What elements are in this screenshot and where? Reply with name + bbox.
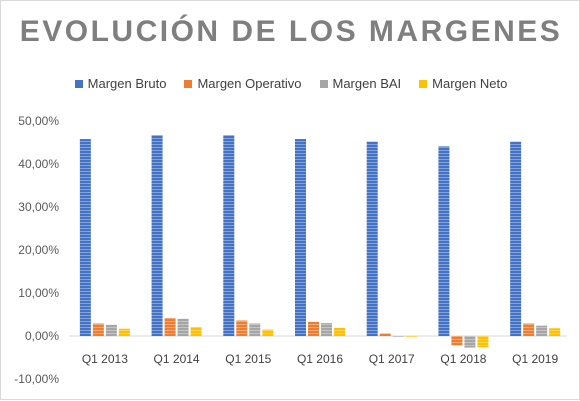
- y-tick-label: 0,00%: [25, 329, 59, 343]
- chart-legend: Margen Bruto Margen Operativo Margen BAI…: [1, 76, 580, 91]
- y-tick-label: 20,00%: [18, 243, 59, 257]
- bar-margen-operativo-q1-2017: [379, 333, 391, 336]
- bar-margen-bruto-q1-2018: [438, 146, 450, 336]
- x-tick-label: Q1 2017: [369, 352, 415, 366]
- legend-label-margen-bruto: Margen Bruto: [87, 76, 167, 91]
- legend-label-margen-operativo: Margen Operativo: [197, 76, 302, 91]
- legend-swatch-margen-bai: [319, 79, 328, 88]
- x-tick-label: Q1 2015: [225, 352, 271, 366]
- bar-margen-neto-q1-2018: [477, 336, 489, 348]
- legend-item-margen-bruto: Margen Bruto: [74, 76, 167, 91]
- legend-swatch-margen-operativo: [184, 79, 193, 88]
- bar-margen-neto-q1-2013: [118, 328, 130, 336]
- bar-margen-bruto-q1-2013: [79, 139, 91, 336]
- x-tick-label: Q1 2019: [512, 352, 558, 366]
- bar-margen-bai-q1-2018: [464, 336, 476, 348]
- bar-margen-operativo-q1-2016: [308, 321, 319, 336]
- x-tick-label: Q1 2014: [154, 352, 200, 366]
- bar-margen-bai-q1-2017: [392, 336, 404, 337]
- legend-swatch-margen-neto: [419, 79, 428, 88]
- bar-margen-bruto-q1-2017: [366, 141, 378, 336]
- y-tick-label: 30,00%: [18, 200, 59, 214]
- bar-margen-neto-q1-2014: [190, 326, 202, 336]
- bar-margen-bruto-q1-2016: [295, 139, 306, 336]
- legend-item-margen-operativo: Margen Operativo: [184, 76, 302, 91]
- bar-margen-neto-q1-2017: [405, 336, 417, 337]
- legend-label-margen-neto: Margen Neto: [432, 76, 508, 91]
- bar-margen-operativo-q1-2019: [523, 323, 535, 336]
- bar-margen-bai-q1-2013: [105, 324, 117, 336]
- bar-margen-bai-q1-2019: [536, 325, 548, 336]
- legend-label-margen-bai: Margen BAI: [332, 76, 402, 91]
- bar-margen-operativo-q1-2018: [451, 336, 463, 346]
- y-tick-label: 40,00%: [18, 157, 59, 171]
- legend-swatch-margen-bruto: [74, 79, 83, 88]
- bar-margen-operativo-q1-2014: [164, 317, 176, 336]
- bar-margen-neto-q1-2019: [549, 328, 561, 336]
- legend-item-margen-bai: Margen BAI: [319, 76, 402, 91]
- y-tick-label: 50,00%: [18, 114, 59, 128]
- x-tick-label: Q1 2018: [440, 352, 486, 366]
- y-tick-label: 10,00%: [18, 286, 59, 300]
- bar-margen-bai-q1-2014: [177, 318, 189, 336]
- bar-margen-neto-q1-2015: [262, 329, 274, 336]
- bar-margen-neto-q1-2016: [334, 327, 345, 336]
- bar-margen-bai-q1-2015: [249, 323, 261, 336]
- bar-margen-operativo-q1-2013: [92, 323, 104, 336]
- bar-margen-bruto-q1-2019: [510, 141, 522, 336]
- x-tick-label: Q1 2013: [82, 352, 128, 366]
- bar-margen-operativo-q1-2015: [236, 320, 248, 336]
- legend-item-margen-neto: Margen Neto: [419, 76, 507, 91]
- y-tick-label: -10,00%: [14, 372, 59, 386]
- bar-margen-bruto-q1-2015: [223, 135, 235, 336]
- bar-margen-bruto-q1-2014: [151, 135, 163, 336]
- x-tick-label: Q1 2016: [297, 352, 343, 366]
- bar-margen-bai-q1-2016: [321, 323, 332, 336]
- chart-title: EVOLUCIÓN DE LOS MARGENES: [19, 15, 563, 48]
